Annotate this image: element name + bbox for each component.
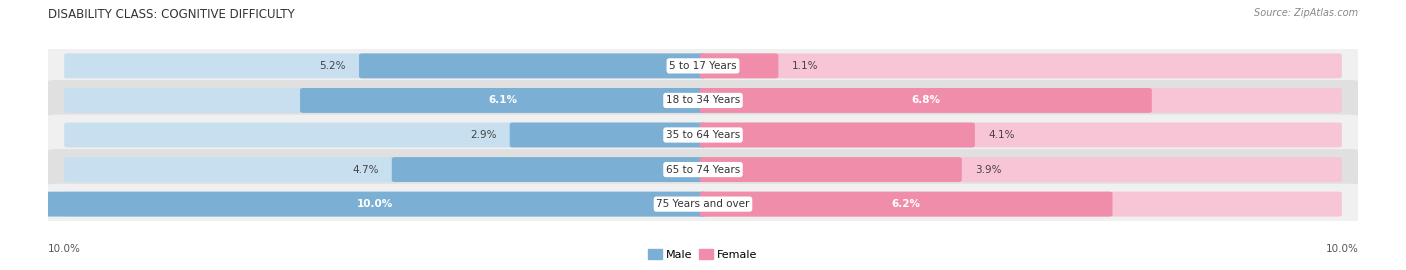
FancyBboxPatch shape	[700, 53, 1341, 78]
Text: 65 to 74 Years: 65 to 74 Years	[666, 164, 740, 175]
FancyBboxPatch shape	[392, 157, 706, 182]
Text: 5.2%: 5.2%	[319, 61, 346, 71]
FancyBboxPatch shape	[45, 184, 1361, 225]
FancyBboxPatch shape	[700, 88, 1341, 113]
FancyBboxPatch shape	[299, 88, 706, 113]
FancyBboxPatch shape	[700, 88, 1152, 113]
FancyBboxPatch shape	[65, 53, 706, 78]
FancyBboxPatch shape	[700, 157, 1341, 182]
Text: DISABILITY CLASS: COGNITIVE DIFFICULTY: DISABILITY CLASS: COGNITIVE DIFFICULTY	[48, 8, 294, 21]
FancyBboxPatch shape	[45, 80, 1361, 121]
FancyBboxPatch shape	[65, 157, 706, 182]
FancyBboxPatch shape	[65, 123, 706, 147]
FancyBboxPatch shape	[45, 149, 1361, 190]
Text: 1.1%: 1.1%	[792, 61, 818, 71]
Text: 10.0%: 10.0%	[48, 244, 80, 254]
Text: 6.1%: 6.1%	[489, 95, 517, 106]
FancyBboxPatch shape	[700, 192, 1341, 217]
Text: Source: ZipAtlas.com: Source: ZipAtlas.com	[1254, 8, 1358, 18]
Text: 6.2%: 6.2%	[891, 199, 921, 209]
FancyBboxPatch shape	[45, 114, 1361, 156]
FancyBboxPatch shape	[700, 157, 962, 182]
Text: 10.0%: 10.0%	[1326, 244, 1358, 254]
Text: 4.7%: 4.7%	[352, 164, 378, 175]
FancyBboxPatch shape	[700, 123, 1341, 147]
FancyBboxPatch shape	[65, 192, 706, 217]
FancyBboxPatch shape	[510, 123, 706, 147]
FancyBboxPatch shape	[45, 192, 706, 217]
FancyBboxPatch shape	[700, 53, 779, 78]
Text: 4.1%: 4.1%	[988, 130, 1015, 140]
Text: 2.9%: 2.9%	[470, 130, 496, 140]
Legend: Male, Female: Male, Female	[644, 245, 762, 264]
FancyBboxPatch shape	[65, 88, 706, 113]
FancyBboxPatch shape	[700, 123, 974, 147]
FancyBboxPatch shape	[45, 45, 1361, 86]
Text: 5 to 17 Years: 5 to 17 Years	[669, 61, 737, 71]
Text: 35 to 64 Years: 35 to 64 Years	[666, 130, 740, 140]
Text: 6.8%: 6.8%	[911, 95, 941, 106]
Text: 3.9%: 3.9%	[974, 164, 1001, 175]
Text: 75 Years and over: 75 Years and over	[657, 199, 749, 209]
FancyBboxPatch shape	[700, 192, 1112, 217]
Text: 18 to 34 Years: 18 to 34 Years	[666, 95, 740, 106]
FancyBboxPatch shape	[359, 53, 706, 78]
Text: 10.0%: 10.0%	[357, 199, 394, 209]
